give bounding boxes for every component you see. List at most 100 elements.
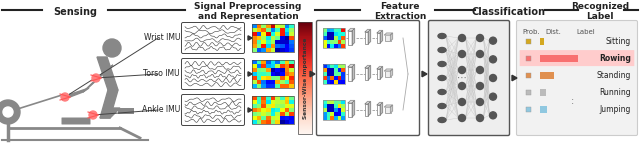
Polygon shape: [512, 75, 517, 81]
Text: Running: Running: [600, 88, 631, 97]
Polygon shape: [368, 29, 371, 44]
Text: Dist.: Dist.: [545, 29, 561, 35]
Text: Jumping: Jumping: [600, 105, 631, 114]
FancyBboxPatch shape: [365, 68, 368, 80]
Polygon shape: [365, 102, 371, 104]
Polygon shape: [385, 69, 392, 71]
Polygon shape: [62, 88, 89, 100]
Polygon shape: [248, 36, 252, 40]
Circle shape: [92, 74, 100, 82]
Polygon shape: [365, 66, 371, 68]
Polygon shape: [100, 108, 120, 118]
FancyBboxPatch shape: [61, 117, 90, 124]
Polygon shape: [352, 100, 355, 117]
Text: Sensor-Wise Importance: Sensor-Wise Importance: [303, 37, 307, 119]
Circle shape: [458, 50, 465, 57]
FancyBboxPatch shape: [317, 21, 419, 135]
Polygon shape: [348, 64, 355, 67]
Polygon shape: [348, 29, 355, 31]
Text: Signal Preprocessing
and Representation: Signal Preprocessing and Representation: [195, 2, 301, 21]
Polygon shape: [377, 31, 383, 33]
Circle shape: [490, 37, 497, 44]
FancyBboxPatch shape: [377, 69, 380, 79]
Circle shape: [458, 114, 465, 121]
Circle shape: [61, 93, 69, 101]
Text: Sitting: Sitting: [605, 36, 631, 45]
Circle shape: [490, 112, 497, 119]
FancyBboxPatch shape: [429, 21, 509, 135]
Polygon shape: [385, 33, 392, 35]
FancyBboxPatch shape: [377, 105, 380, 115]
Ellipse shape: [438, 104, 446, 109]
Circle shape: [477, 114, 483, 121]
Polygon shape: [352, 29, 355, 45]
Circle shape: [490, 74, 497, 81]
FancyBboxPatch shape: [377, 33, 380, 43]
Polygon shape: [380, 102, 383, 115]
FancyBboxPatch shape: [526, 73, 531, 78]
Text: ⋯: ⋯: [457, 73, 467, 83]
Ellipse shape: [438, 47, 446, 52]
FancyBboxPatch shape: [118, 108, 134, 114]
Ellipse shape: [438, 33, 446, 38]
FancyBboxPatch shape: [540, 106, 547, 113]
Circle shape: [0, 100, 20, 124]
FancyBboxPatch shape: [385, 71, 390, 77]
Polygon shape: [248, 108, 252, 112]
Text: Sensing: Sensing: [53, 7, 97, 17]
Circle shape: [477, 83, 483, 90]
Circle shape: [103, 39, 121, 57]
Polygon shape: [368, 66, 371, 80]
FancyBboxPatch shape: [540, 89, 546, 96]
Text: Torso IMU: Torso IMU: [143, 69, 180, 78]
Polygon shape: [377, 102, 383, 105]
FancyBboxPatch shape: [526, 56, 531, 61]
Circle shape: [490, 93, 497, 100]
Polygon shape: [380, 31, 383, 43]
FancyBboxPatch shape: [385, 107, 390, 113]
Text: Ankle IMU: Ankle IMU: [141, 105, 180, 114]
Polygon shape: [248, 72, 252, 76]
FancyBboxPatch shape: [526, 38, 531, 43]
Text: Feature
Extraction: Feature Extraction: [374, 2, 426, 21]
Polygon shape: [352, 64, 355, 81]
Circle shape: [477, 50, 483, 57]
Polygon shape: [365, 29, 371, 32]
FancyBboxPatch shape: [182, 95, 244, 126]
FancyBboxPatch shape: [348, 67, 352, 81]
Text: :: :: [572, 96, 575, 106]
Text: Wrist IMU: Wrist IMU: [143, 33, 180, 43]
FancyBboxPatch shape: [540, 72, 554, 79]
Text: Standing: Standing: [596, 71, 631, 80]
Circle shape: [458, 35, 465, 41]
Polygon shape: [380, 67, 383, 79]
Circle shape: [458, 83, 465, 90]
Polygon shape: [390, 69, 392, 77]
Circle shape: [477, 98, 483, 105]
Ellipse shape: [438, 90, 446, 95]
Circle shape: [458, 67, 465, 74]
Ellipse shape: [438, 76, 446, 81]
Ellipse shape: [438, 117, 446, 123]
Ellipse shape: [438, 62, 446, 67]
FancyBboxPatch shape: [526, 90, 531, 95]
FancyBboxPatch shape: [385, 35, 390, 41]
Text: Rowing: Rowing: [599, 54, 631, 63]
FancyBboxPatch shape: [540, 55, 578, 62]
Polygon shape: [310, 71, 315, 77]
FancyBboxPatch shape: [365, 32, 368, 44]
Polygon shape: [390, 33, 392, 41]
Text: Prob.: Prob.: [522, 29, 540, 35]
FancyBboxPatch shape: [182, 22, 244, 54]
FancyBboxPatch shape: [520, 50, 634, 66]
Polygon shape: [368, 102, 371, 116]
Polygon shape: [348, 100, 355, 103]
FancyBboxPatch shape: [365, 104, 368, 116]
Polygon shape: [385, 105, 392, 107]
FancyBboxPatch shape: [540, 38, 544, 45]
Polygon shape: [390, 105, 392, 113]
Circle shape: [477, 67, 483, 74]
Circle shape: [89, 111, 97, 119]
Circle shape: [477, 35, 483, 41]
Polygon shape: [83, 65, 113, 92]
